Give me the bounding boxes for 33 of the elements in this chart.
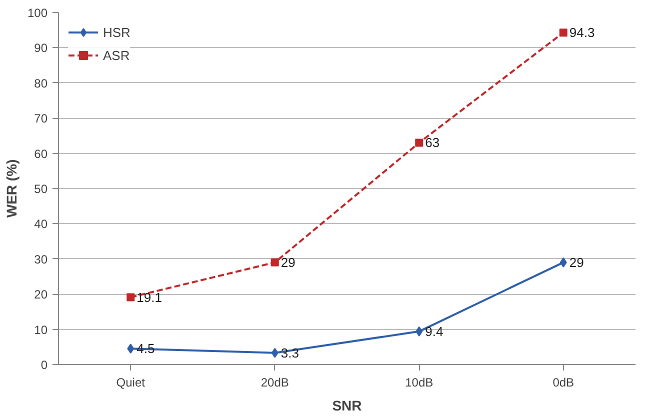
x-tick-label: 10dB — [405, 376, 434, 390]
y-tick-label: 0 — [40, 358, 48, 372]
x-tick-label: 0dB — [552, 376, 574, 390]
data-label: 63 — [425, 135, 440, 150]
point — [560, 257, 567, 268]
data-label: 19.1 — [136, 290, 162, 305]
point — [271, 348, 278, 358]
point — [559, 28, 568, 37]
point — [126, 293, 135, 302]
data-label: 29 — [280, 254, 296, 270]
y-tick-label: 70 — [34, 112, 48, 126]
y-tick-label: 60 — [34, 146, 48, 161]
y-tick-label: 20 — [34, 288, 48, 302]
x-tick-label: Quiet — [116, 376, 146, 390]
point — [127, 344, 134, 354]
point — [416, 326, 423, 336]
point — [270, 258, 279, 266]
data-label: 94.3 — [569, 25, 595, 40]
legend-label: HSR — [103, 24, 130, 40]
x-tick-label: 20dB — [260, 376, 289, 390]
y-tick-label: 40 — [34, 217, 48, 232]
data-label: 29 — [569, 254, 584, 270]
y-tick-label: 90 — [34, 41, 48, 56]
point — [415, 138, 424, 147]
data-label: 9.4 — [425, 324, 444, 339]
y-axis-title: WER (%) — [3, 159, 20, 218]
y-tick-label: 100 — [27, 6, 48, 20]
legend-label: ASR — [103, 48, 130, 62]
y-tick-label: 50 — [34, 182, 48, 196]
y-tick-label: 80 — [34, 76, 48, 90]
y-tick-label: 30 — [34, 252, 48, 266]
y-tick-label: 10 — [34, 322, 48, 337]
x-axis-title: SNR — [332, 398, 362, 414]
